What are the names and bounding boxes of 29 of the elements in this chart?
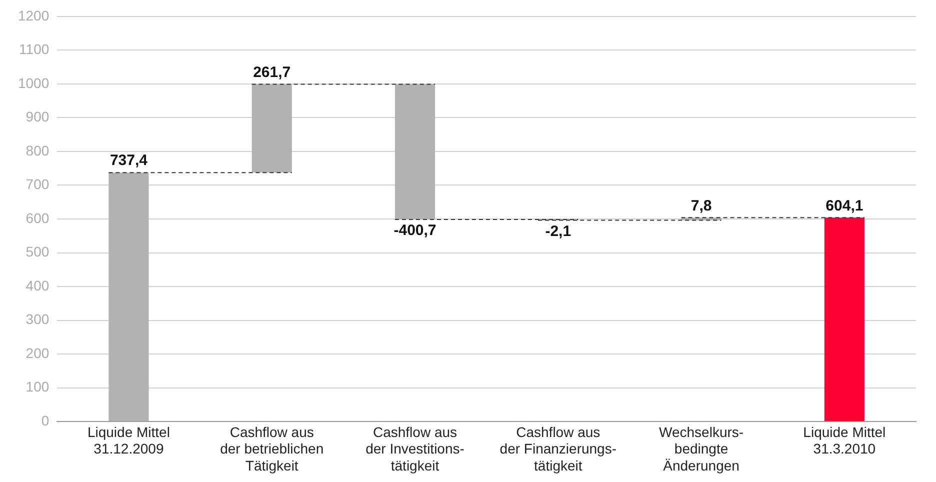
y-tick-label: 500 xyxy=(26,244,50,260)
y-tick-label: 1100 xyxy=(19,41,50,58)
data-label: 737,4 xyxy=(110,152,148,170)
data-label: -400,7 xyxy=(394,222,436,240)
x-tick-label: Liquide Mittel 31.12.2009 xyxy=(87,424,170,457)
bar xyxy=(252,84,292,173)
data-label: 261,7 xyxy=(253,64,291,81)
y-tick-label: 100 xyxy=(26,378,50,395)
y-tick-label: 1200 xyxy=(18,7,50,24)
bar xyxy=(394,84,436,220)
x-tick-label: Cashflow aus der Investitions- tätigkeit xyxy=(366,424,465,474)
bar xyxy=(108,172,149,422)
y-tick-label: 0 xyxy=(41,412,50,428)
x-tick-label: Liquide Mittel 31.3.2010 xyxy=(803,424,886,457)
y-tick-label: 400 xyxy=(26,277,50,294)
y-tick-label: 700 xyxy=(26,176,50,192)
x-tick-label: Cashflow aus der betrieblichen Tätigkeit xyxy=(220,424,324,474)
x-tick-label: Cashflow aus der Finanzierungs- tätigkeit xyxy=(500,424,617,474)
bar xyxy=(824,218,864,422)
y-tick-label: 600 xyxy=(26,210,50,226)
y-tick-label: 800 xyxy=(26,142,50,158)
y-tick-label: 900 xyxy=(26,108,50,125)
data-label: -2,1 xyxy=(545,222,572,240)
y-tick-label: 200 xyxy=(26,344,50,361)
data-label: 7,8 xyxy=(690,197,712,214)
data-label: 604,1 xyxy=(826,197,864,214)
y-tick-label: 1000 xyxy=(18,74,50,91)
y-tick-label: 300 xyxy=(26,311,50,328)
x-tick-label: Wechselkurs- bedingte Änderungen xyxy=(659,424,744,474)
